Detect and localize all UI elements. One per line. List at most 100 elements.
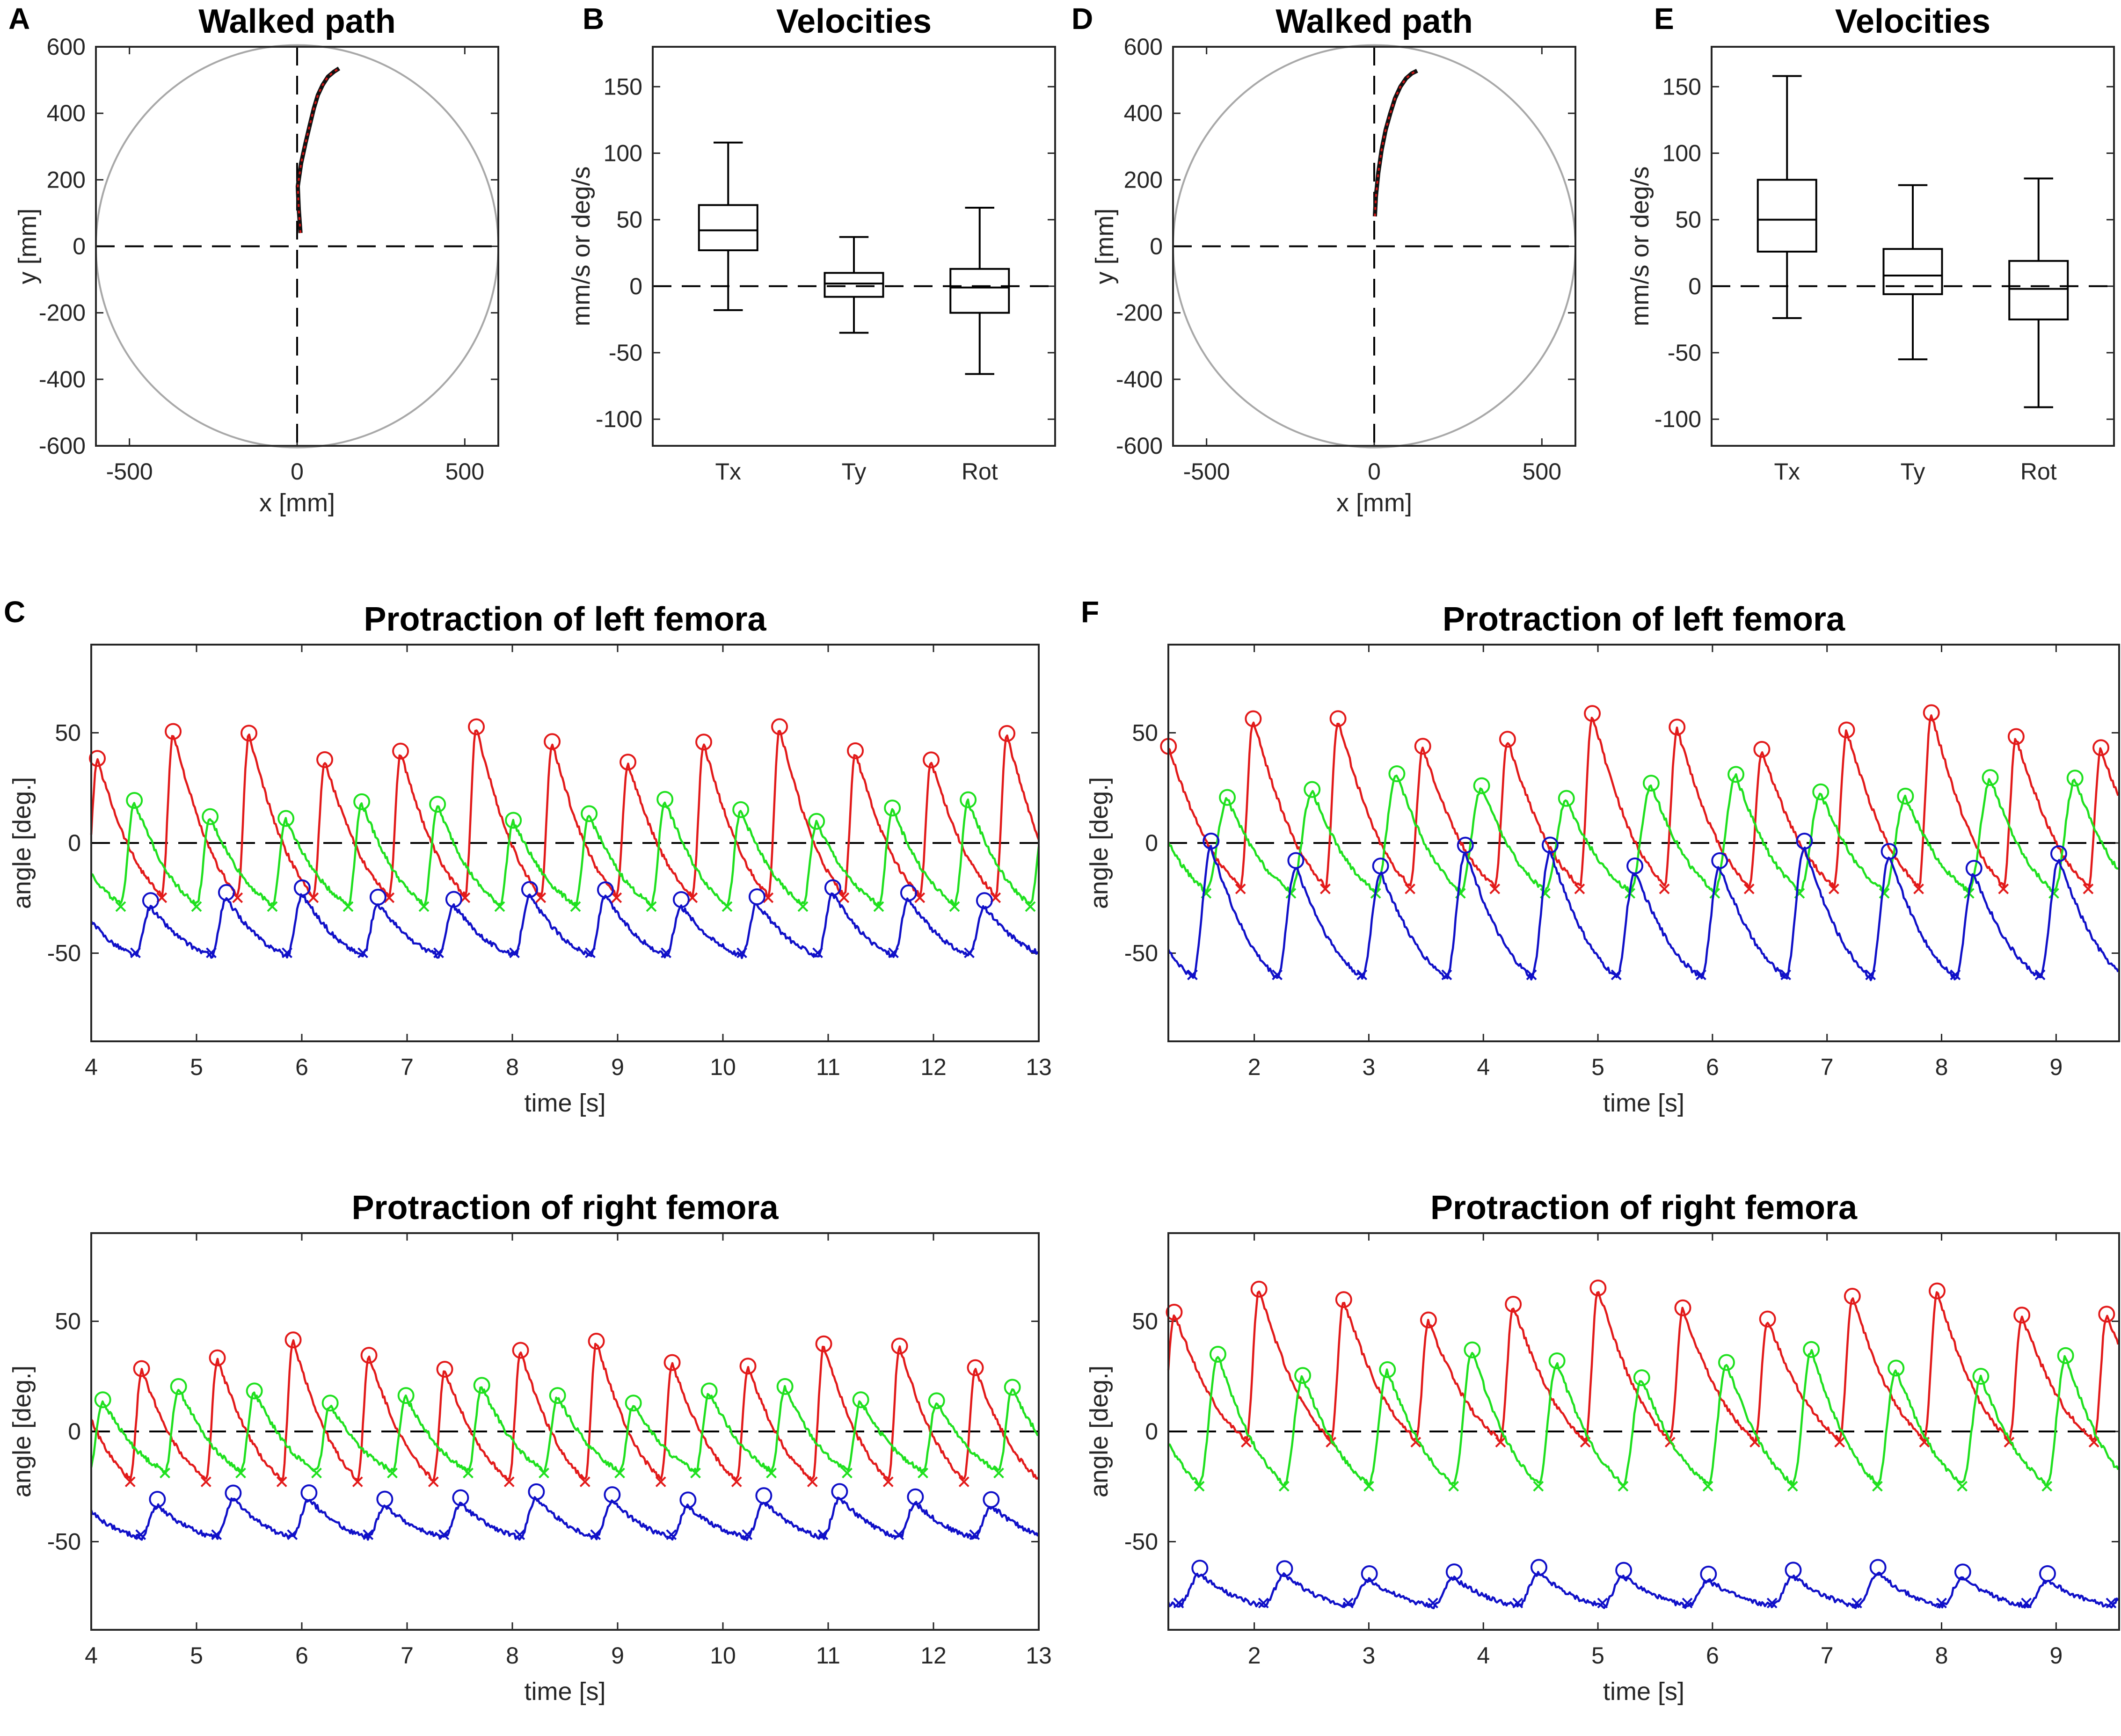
peak-marker-hind — [2039, 1565, 2056, 1582]
peak-marker-middle — [581, 805, 598, 822]
peak-marker-hind — [369, 888, 386, 906]
peak-marker-hind — [755, 1487, 773, 1504]
peak-marker-front — [1245, 710, 1262, 727]
box-rot — [2008, 260, 2069, 320]
peak-marker-middle — [776, 1378, 794, 1395]
peak-marker-front — [284, 1331, 302, 1349]
peak-marker-hind — [293, 879, 311, 896]
peak-marker-front — [316, 751, 334, 768]
peak-marker-middle — [1388, 765, 1406, 782]
x-tick-label: 500 — [1523, 458, 1561, 485]
peak-marker-hind — [1785, 1562, 1802, 1579]
trough-marker-hind — [2034, 969, 2046, 981]
trough-marker-middle — [949, 901, 960, 912]
axes-frame — [95, 46, 499, 447]
trough-marker-middle — [918, 1467, 928, 1479]
peak-marker-front — [165, 723, 182, 740]
trough-marker-hind — [1272, 969, 1283, 981]
peak-marker-middle — [1982, 769, 1999, 786]
peak-marker-front — [1584, 705, 1601, 722]
peak-marker-front — [392, 742, 409, 760]
peak-marker-middle — [1888, 1359, 1905, 1377]
trough-marker-front — [838, 892, 850, 903]
peak-marker-hind — [1457, 836, 1474, 854]
peak-marker-middle — [1294, 1367, 1312, 1384]
peak-marker-middle — [1718, 1354, 1735, 1371]
trough-marker-front — [276, 1476, 287, 1488]
x-tick-label: -500 — [106, 458, 153, 485]
peak-marker-front — [815, 1335, 832, 1352]
peak-marker-hind — [1372, 857, 1389, 875]
peak-marker-middle — [170, 1378, 187, 1395]
trough-marker-hind — [1682, 1598, 1693, 1609]
trough-marker-middle — [115, 901, 126, 912]
x-tick-label: 13 — [1026, 1642, 1052, 1669]
trough-marker-hind — [1865, 969, 1876, 981]
right-femora-chart-f: Protraction of right femora -50 0 50 2 3 4 5 6 7 8… — [1085, 1189, 2120, 1706]
peak-marker-hind — [1541, 836, 1559, 854]
y-tick-label: 0 — [629, 273, 642, 299]
trough-marker-middle — [463, 1467, 474, 1479]
trough-marker-front — [807, 1476, 818, 1488]
peak-marker-hind — [1626, 857, 1644, 875]
peak-marker-hind — [1796, 833, 1813, 850]
axes-frame — [1711, 46, 2115, 447]
x-tick-label: -500 — [1183, 458, 1230, 485]
peak-marker-middle — [353, 793, 371, 810]
peak-marker-middle — [1464, 1341, 1481, 1358]
trough-marker-hind — [206, 947, 217, 959]
trough-marker-middle — [873, 901, 884, 912]
peak-marker-hind — [1191, 1560, 1209, 1577]
trace-hind — [1167, 845, 2120, 981]
trough-marker-hind — [1441, 969, 1452, 981]
x-axis-label: x [mm] — [1336, 489, 1412, 517]
trough-marker-middle — [1709, 888, 1720, 899]
peak-marker-hind — [824, 879, 841, 896]
trough-marker-front — [1659, 883, 1670, 894]
y-axis-label: angle [deg.] — [8, 1366, 36, 1497]
trough-marker-middle — [1618, 1481, 1629, 1492]
y-tick-label: 50 — [55, 1308, 81, 1334]
peak-marker-front — [1759, 1310, 1776, 1328]
chart-title: Walked path — [198, 3, 395, 40]
peak-marker-middle — [1727, 766, 1745, 783]
peak-marker-front — [1335, 1291, 1352, 1308]
trough-marker-front — [731, 1476, 742, 1488]
trough-marker-hind — [969, 1529, 980, 1540]
axes-frame — [1167, 644, 2120, 1042]
chart-title: Protraction of left femora — [1443, 601, 1845, 638]
axes-frame — [90, 644, 1040, 1042]
peak-marker-middle — [1209, 1345, 1226, 1363]
trough-marker-middle — [993, 1467, 1004, 1479]
y-tick-label: 200 — [47, 167, 86, 193]
peak-marker-middle — [808, 813, 825, 830]
trough-marker-middle — [160, 1467, 170, 1479]
trough-marker-middle — [2048, 888, 2059, 899]
y-tick-label: 400 — [47, 100, 86, 126]
peak-marker-front — [1499, 731, 1516, 748]
trough-marker-middle — [722, 901, 733, 912]
category-label-ty: Ty — [842, 458, 867, 485]
y-tick-label: 0 — [68, 1418, 81, 1445]
trough-marker-hind — [1173, 1598, 1184, 1609]
trough-marker-hind — [287, 1529, 298, 1540]
peak-marker-middle — [656, 791, 674, 808]
peak-marker-front — [2007, 728, 2025, 745]
x-tick-label: 4 — [85, 1642, 98, 1669]
peak-marker-front — [620, 754, 637, 771]
peak-marker-front — [891, 1337, 908, 1355]
trough-marker-hind — [433, 947, 444, 959]
peak-marker-middle — [246, 1382, 263, 1400]
peak-marker-front — [89, 750, 106, 767]
peak-marker-middle — [1304, 781, 1321, 798]
trace-hind — [90, 1496, 1040, 1541]
peak-marker-hind — [831, 1483, 848, 1500]
peak-marker-middle — [1004, 1379, 1021, 1396]
x-tick-label: 12 — [920, 1054, 947, 1080]
peak-marker-middle — [1633, 1369, 1650, 1387]
y-axis-label: angle [deg.] — [8, 777, 36, 909]
trough-marker-hind — [1695, 969, 1706, 981]
x-tick-label: 9 — [611, 1642, 624, 1669]
peak-marker-middle — [625, 1395, 642, 1412]
peak-marker-front — [771, 718, 788, 735]
